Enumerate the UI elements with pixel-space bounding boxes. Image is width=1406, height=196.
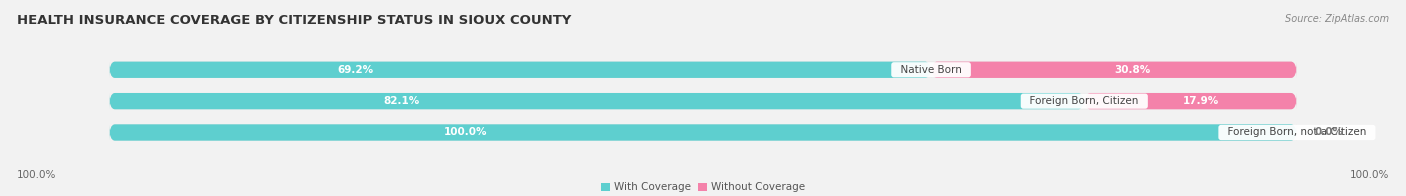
FancyBboxPatch shape bbox=[110, 62, 1296, 78]
Text: 82.1%: 82.1% bbox=[384, 96, 420, 106]
Text: 100.0%: 100.0% bbox=[1350, 170, 1389, 180]
Text: 30.8%: 30.8% bbox=[1114, 65, 1150, 75]
FancyBboxPatch shape bbox=[110, 124, 1296, 141]
Text: Foreign Born, Citizen: Foreign Born, Citizen bbox=[1024, 96, 1146, 106]
FancyBboxPatch shape bbox=[110, 93, 1084, 109]
Text: 17.9%: 17.9% bbox=[1182, 96, 1219, 106]
Text: HEALTH INSURANCE COVERAGE BY CITIZENSHIP STATUS IN SIOUX COUNTY: HEALTH INSURANCE COVERAGE BY CITIZENSHIP… bbox=[17, 14, 571, 27]
Text: Native Born: Native Born bbox=[894, 65, 969, 75]
FancyBboxPatch shape bbox=[1084, 93, 1296, 109]
Text: Source: ZipAtlas.com: Source: ZipAtlas.com bbox=[1285, 14, 1389, 24]
FancyBboxPatch shape bbox=[110, 93, 1296, 109]
Text: Foreign Born, not a Citizen: Foreign Born, not a Citizen bbox=[1220, 127, 1372, 138]
Text: 100.0%: 100.0% bbox=[444, 127, 488, 138]
Text: 100.0%: 100.0% bbox=[17, 170, 56, 180]
Text: 0.0%: 0.0% bbox=[1315, 127, 1344, 138]
Legend: With Coverage, Without Coverage: With Coverage, Without Coverage bbox=[600, 182, 806, 192]
FancyBboxPatch shape bbox=[931, 62, 1296, 78]
FancyBboxPatch shape bbox=[110, 62, 931, 78]
Text: 69.2%: 69.2% bbox=[337, 65, 374, 75]
FancyBboxPatch shape bbox=[110, 124, 1296, 141]
